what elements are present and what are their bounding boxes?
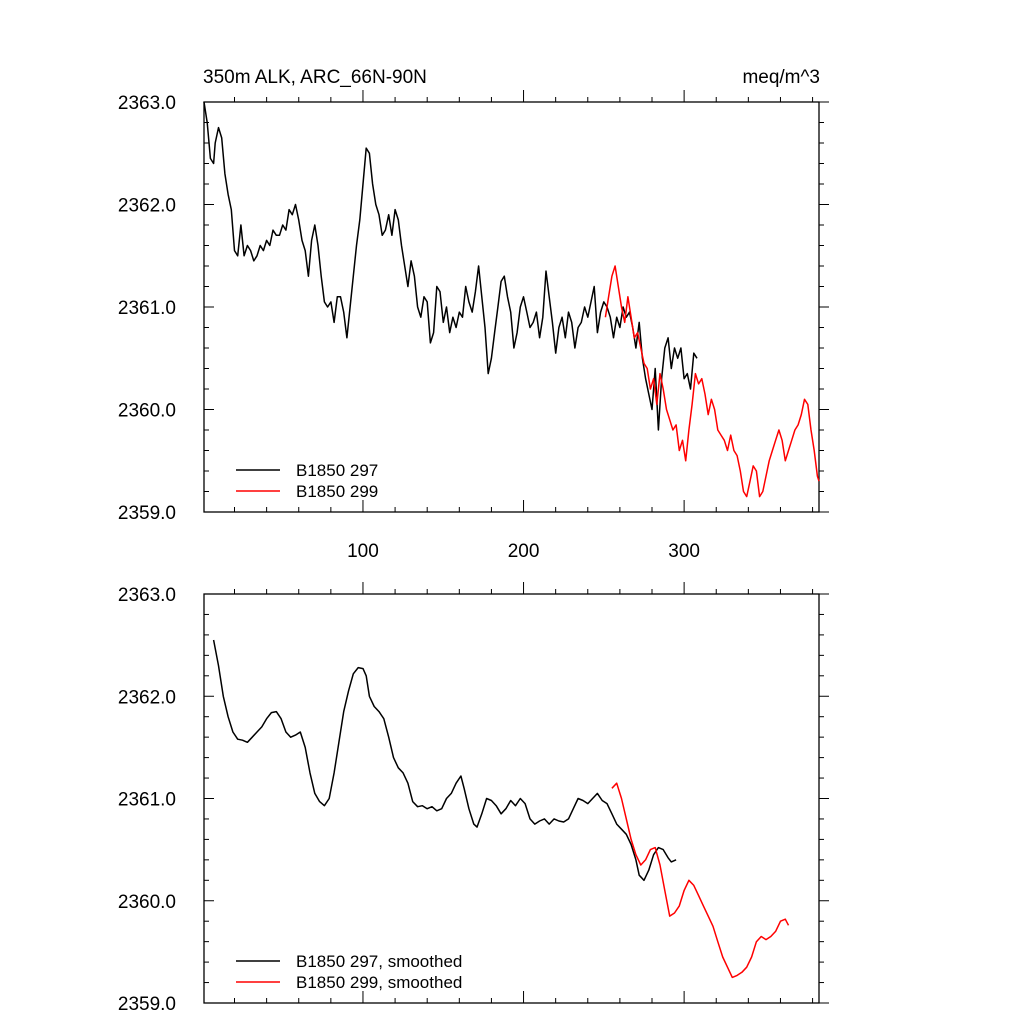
y-tick-label: 2359.0 [118,503,176,524]
y-tick-label: 2362.0 [118,687,176,708]
top-series-lines [203,101,820,498]
series-line-2 [604,265,820,498]
x-tick-label: 100 [347,541,379,562]
y-tick-label: 2362.0 [118,196,176,217]
bottom-series-lines [212,639,790,979]
y-tick-label: 2361.0 [118,790,176,811]
top-chart-title-right: meq/m^3 [742,67,820,88]
top-legend: B1850 297 B1850 299 [236,461,378,501]
y-tick-label: 2359.0 [118,994,176,1015]
top-axis-ticks [204,90,829,513]
y-tick-label: 2363.0 [118,585,176,606]
legend-label: B1850 297, smoothed [296,952,462,971]
x-tick-label: 300 [668,541,700,562]
bottom-chart-panel: 2359.0 2360.0 2361.0 2362.0 2363.0 B1850 297… [118,582,829,1015]
y-tick-label: 2361.0 [118,298,176,319]
legend-label: B1850 299, smoothed [296,973,462,992]
y-tick-label: 2360.0 [118,892,176,913]
x-tick-label: 200 [508,541,540,562]
series-line-2 [611,782,790,979]
bottom-y-tick-labels: 2359.0 2360.0 2361.0 2362.0 2363.0 [118,585,176,1015]
legend-label: B1850 299 [296,482,378,501]
top-x-tick-labels: 100 200 300 [347,541,700,562]
bottom-axis-ticks [204,582,829,1004]
y-tick-label: 2360.0 [118,401,176,422]
series-line-1 [212,639,677,882]
legend-label: B1850 297 [296,461,378,480]
bottom-legend: B1850 297, smoothed B1850 299, smoothed [236,952,462,992]
series-line-1 [203,101,698,431]
top-y-tick-labels: 2359.0 2360.0 2361.0 2362.0 2363.0 [118,93,176,524]
top-chart-panel: 350m ALK, ARC_66N-90N meq/m^3 2359.0 2360… [118,67,829,562]
top-chart-title-left: 350m ALK, ARC_66N-90N [203,67,427,88]
y-tick-label: 2363.0 [118,93,176,114]
bottom-plot-frame [203,593,820,1004]
